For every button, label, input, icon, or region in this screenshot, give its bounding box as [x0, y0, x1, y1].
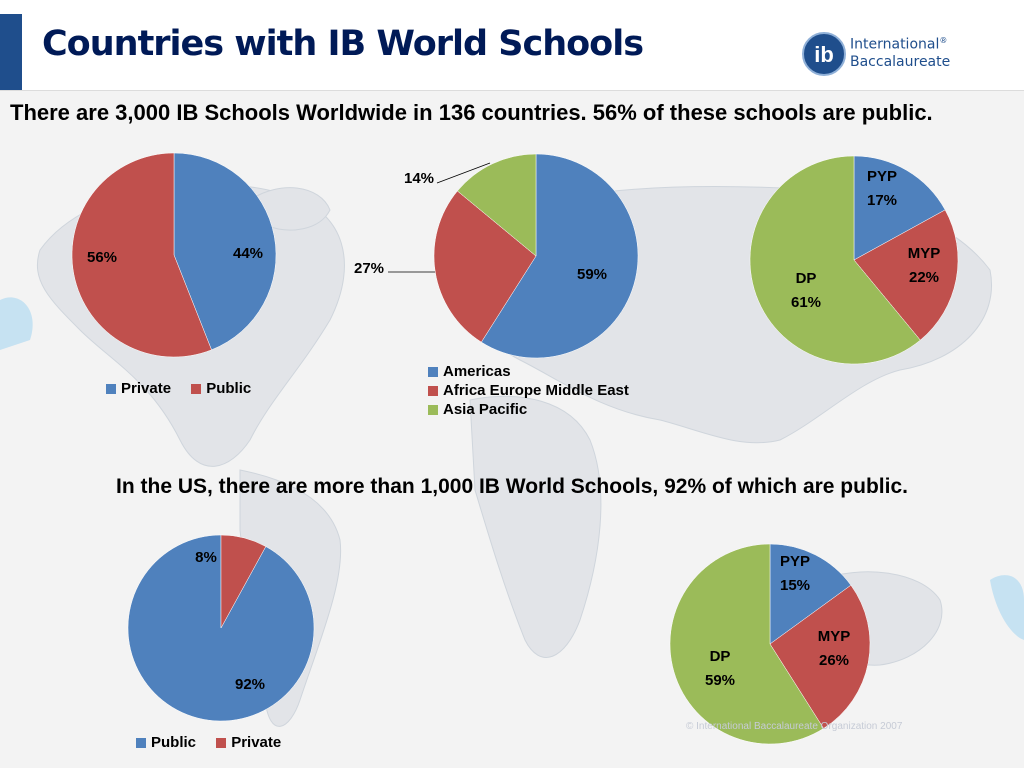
legend-public-private-us: Public Private — [136, 734, 297, 752]
legend-label: Private — [121, 380, 172, 397]
copyright-notice: © International Baccalaureate Organizati… — [686, 721, 903, 732]
value-label: 59% — [705, 672, 735, 689]
category-label: DP — [796, 270, 817, 287]
logo-text-line1: International® — [850, 36, 948, 53]
legend-item-americas: Americas — [428, 363, 629, 380]
ib-logo: ib International® Baccalaureate — [800, 28, 970, 80]
pie-slice-africa-europe-middle-east — [433, 190, 537, 343]
value-label: 56% — [87, 249, 117, 266]
legend-label: Public — [206, 380, 252, 397]
header: Countries with IB World Schools ib Inter… — [0, 0, 1024, 90]
pie-slice-dp — [749, 155, 921, 365]
value-label: 22% — [909, 269, 939, 286]
pie-slice-dp — [669, 543, 824, 745]
header-accent-bar — [0, 14, 22, 90]
legend-label: Private — [231, 734, 282, 751]
pie-chart-2: 59% 27% 14% — [354, 153, 639, 359]
ib-logo-mark: ib — [802, 32, 846, 76]
legend-item-africa-europe-middle-east: Africa Europe Middle East — [428, 382, 629, 399]
page-title: Countries with IB World Schools — [42, 24, 644, 64]
legend-label: Asia Pacific — [443, 401, 528, 418]
category-label: MYP — [818, 628, 851, 645]
ib-logo-glyph: ib — [814, 42, 834, 67]
legend-swatch-red — [428, 385, 438, 396]
value-label: 8% — [195, 549, 217, 566]
value-label: 44% — [233, 245, 263, 262]
legend-swatch-blue — [136, 737, 146, 748]
legend-label: Americas — [443, 363, 511, 380]
legend-swatch-green — [428, 404, 438, 415]
value-label: 15% — [780, 577, 810, 594]
legend-item-public: Public — [136, 734, 196, 751]
pie-slice-public — [71, 152, 212, 358]
pie-chart-1: 44% 56% — [71, 152, 277, 358]
legend-swatch-blue — [428, 366, 438, 377]
legend-swatch-red — [216, 737, 227, 748]
pie-slice-myp — [853, 209, 959, 341]
legend-label: Public — [151, 734, 197, 751]
us-statement: In the US, there are more than 1,000 IB … — [116, 475, 908, 498]
value-label: 59% — [577, 266, 607, 283]
pie-slice-americas — [481, 153, 639, 359]
pie-chart-5: PYP 15% MYP 26% DP 59% — [669, 543, 871, 745]
header-divider — [0, 90, 1024, 91]
category-label: PYP — [867, 168, 897, 185]
value-label: 17% — [867, 192, 897, 209]
legend-swatch-blue — [106, 383, 116, 394]
worldwide-statement: There are 3,000 IB Schools Worldwide in … — [10, 100, 933, 125]
value-label: 92% — [235, 676, 265, 693]
pie-slice-private — [173, 152, 277, 351]
logo-text-line2: Baccalaureate — [850, 54, 951, 70]
value-label: 14% — [404, 170, 434, 187]
leader-line — [436, 162, 491, 184]
legend-regions: Americas Africa Europe Middle East Asia … — [428, 363, 629, 420]
legend-item-private: Private — [216, 734, 281, 751]
pie-slice-pyp — [853, 155, 946, 261]
pie-slice-myp — [769, 584, 871, 729]
pie-chart-4: 92% 8% — [127, 534, 315, 722]
value-label: 27% — [354, 260, 384, 277]
legend-item-private: Private — [106, 380, 171, 397]
pie-slice-pyp — [769, 543, 852, 645]
pie-slice-asia-pacific — [457, 153, 537, 257]
category-label: DP — [710, 648, 731, 665]
legend-item-asia-pacific: Asia Pacific — [428, 401, 629, 418]
legend-swatch-red — [191, 383, 202, 394]
legend-item-public: Public — [191, 380, 251, 397]
category-label: PYP — [780, 553, 810, 570]
pie-chart-3: PYP 17% MYP 22% DP 61% — [749, 155, 959, 365]
value-label: 61% — [791, 294, 821, 311]
category-label: MYP — [908, 245, 941, 262]
legend-public-private-world: Private Public — [106, 380, 267, 398]
legend-label: Africa Europe Middle East — [443, 382, 629, 399]
pie-slice-private — [220, 534, 267, 629]
value-label: 26% — [819, 652, 849, 669]
